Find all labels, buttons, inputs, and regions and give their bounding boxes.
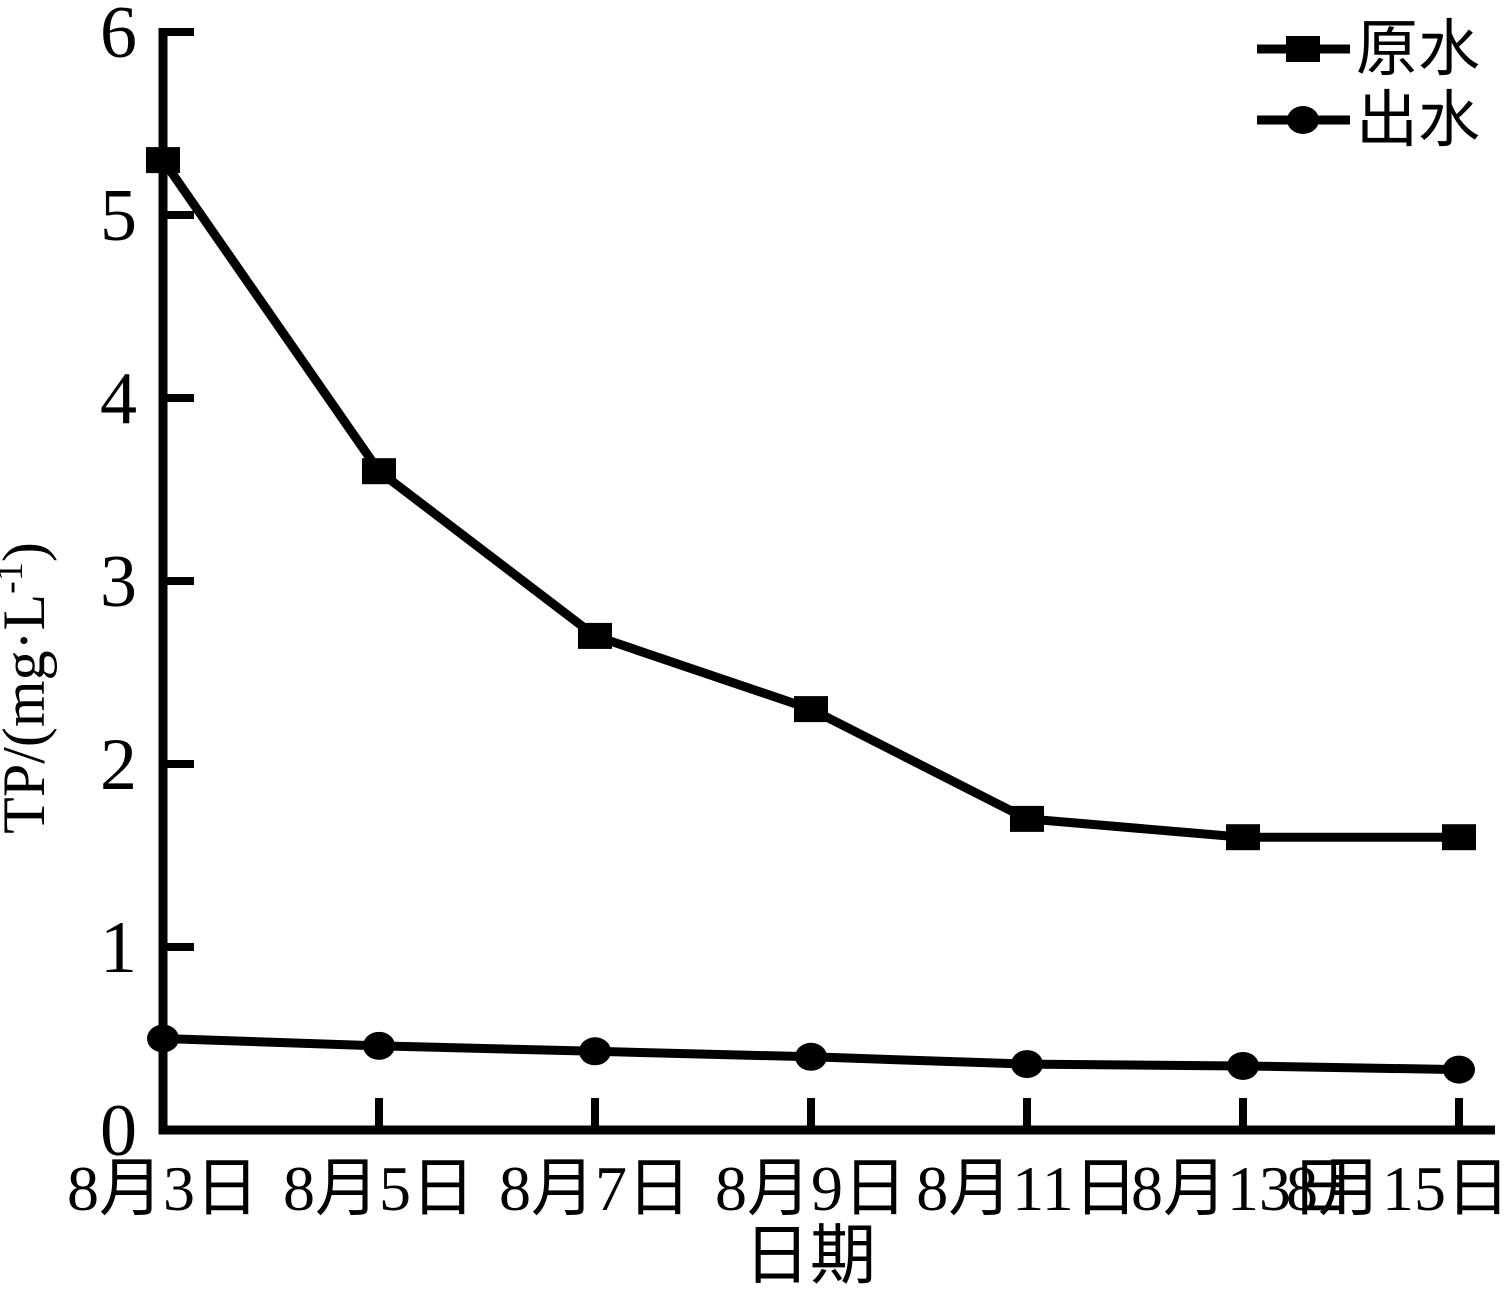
- x-axis-title: 日期: [744, 1220, 876, 1293]
- y-tick-label: 6: [100, 0, 137, 74]
- data-point-square: [794, 696, 828, 723]
- legend-label: 原水: [1356, 16, 1480, 84]
- y-tick-label: 0: [100, 1090, 137, 1172]
- data-point-square: [1442, 824, 1476, 851]
- data-point-circle: [147, 1024, 179, 1053]
- data-point-circle: [795, 1042, 827, 1071]
- y-tick-label: 3: [100, 541, 137, 623]
- legend-label: 出水: [1356, 87, 1480, 155]
- data-point-square: [362, 458, 396, 485]
- data-point-circle: [1443, 1055, 1475, 1084]
- data-point-circle: [1227, 1051, 1259, 1080]
- x-tick-label: 8月9日: [715, 1153, 907, 1224]
- x-tick-label: 8月7日: [499, 1153, 691, 1224]
- legend-marker-square: [1286, 36, 1320, 62]
- data-point-circle: [363, 1031, 395, 1060]
- legend-marker-circle: [1287, 106, 1319, 134]
- data-point-circle: [1011, 1050, 1043, 1079]
- series-line-square: [159, 157, 1459, 842]
- data-point-circle: [579, 1037, 611, 1066]
- x-tick-label: 8月11日: [916, 1153, 1138, 1224]
- y-tick-label: 2: [100, 724, 137, 806]
- data-point-square: [146, 147, 180, 174]
- data-point-square: [1226, 824, 1260, 851]
- y-tick-label: 4: [100, 358, 137, 440]
- x-tick-label: 8月13日: [1131, 1153, 1355, 1224]
- x-tick-label: 8月15日: [1286, 1153, 1510, 1224]
- data-point-square: [1010, 805, 1044, 832]
- data-point-square: [578, 622, 612, 649]
- x-tick-label: 8月5日: [283, 1153, 475, 1224]
- x-tick-label: 8月3日: [67, 1153, 259, 1224]
- y-tick-label: 5: [100, 175, 137, 257]
- y-tick-label: 1: [100, 907, 137, 989]
- y-axis-title: TP/(mg·L-1): [0, 542, 57, 834]
